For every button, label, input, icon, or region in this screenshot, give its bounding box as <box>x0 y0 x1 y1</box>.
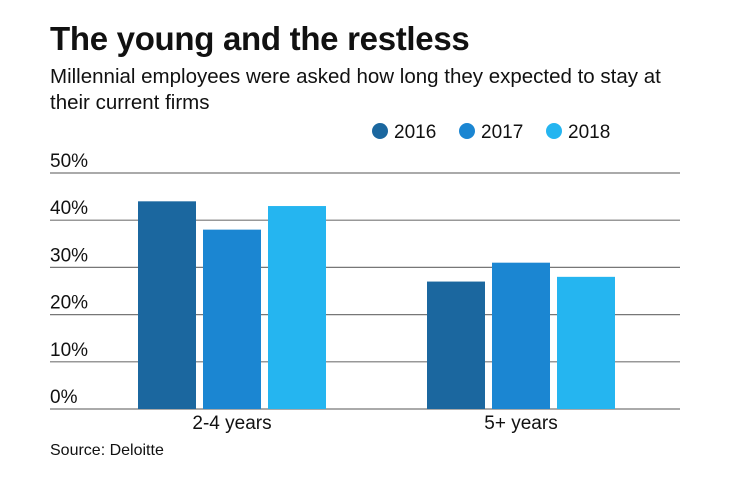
legend-marker <box>372 123 388 139</box>
chart-title: The young and the restless <box>50 20 470 57</box>
x-tick-label: 5+ years <box>484 413 557 434</box>
x-tick-label: 2-4 years <box>192 413 271 434</box>
bar-2016 <box>138 201 196 409</box>
y-tick-label: 0% <box>50 387 78 408</box>
bar-2017 <box>492 262 550 409</box>
y-tick-label: 20% <box>50 293 88 314</box>
source-note: Source: Deloitte <box>50 442 164 459</box>
legend-label: 2018 <box>568 122 610 143</box>
bar-2018 <box>268 206 326 409</box>
y-tick-label: 40% <box>50 198 88 219</box>
legend-marker <box>546 123 562 139</box>
bar-2016 <box>427 281 485 409</box>
legend-label: 2016 <box>394 122 436 143</box>
chart-subtitle: Millennial employees were asked how long… <box>50 65 661 114</box>
bar-2018 <box>557 276 615 409</box>
bar-2017 <box>203 229 261 409</box>
y-tick-label: 30% <box>50 245 88 266</box>
y-tick-label: 50% <box>50 151 88 172</box>
legend-marker <box>459 123 475 139</box>
y-tick-label: 10% <box>50 340 88 361</box>
legend-label: 2017 <box>481 122 523 143</box>
